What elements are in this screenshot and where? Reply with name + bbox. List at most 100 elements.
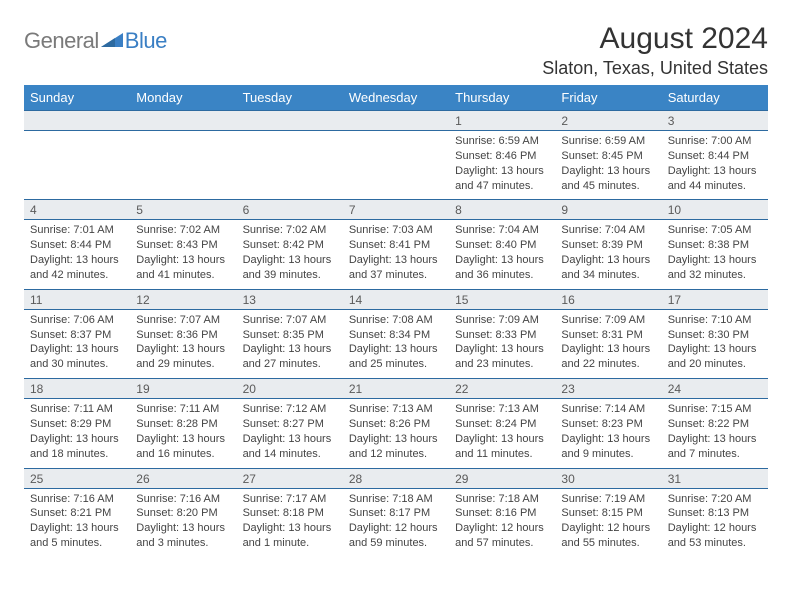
- sunset-text: Sunset: 8:42 PM: [243, 238, 337, 253]
- daylight-text: and 22 minutes.: [561, 357, 655, 372]
- sunset-text: Sunset: 8:15 PM: [561, 506, 655, 521]
- daylight-text: and 9 minutes.: [561, 447, 655, 462]
- sunrise-text: Sunrise: 7:04 AM: [561, 223, 655, 238]
- day-number: [24, 111, 130, 130]
- day-number: 25: [24, 469, 130, 488]
- day-number: 9: [555, 200, 661, 219]
- daylight-text: and 3 minutes.: [136, 536, 230, 551]
- day-cell: Sunrise: 7:07 AM Sunset: 8:35 PM Dayligh…: [237, 310, 343, 378]
- day-number: 7: [343, 200, 449, 219]
- daylight-text: and 23 minutes.: [455, 357, 549, 372]
- sunrise-text: Sunrise: 7:01 AM: [30, 223, 124, 238]
- daylight-text: Daylight: 13 hours: [455, 432, 549, 447]
- daylight-text: Daylight: 13 hours: [455, 253, 549, 268]
- sunset-text: Sunset: 8:16 PM: [455, 506, 549, 521]
- day-cell: Sunrise: 7:16 AM Sunset: 8:21 PM Dayligh…: [24, 489, 130, 557]
- daylight-text: and 41 minutes.: [136, 268, 230, 283]
- day-number: 5: [130, 200, 236, 219]
- day-cell: Sunrise: 7:05 AM Sunset: 8:38 PM Dayligh…: [662, 220, 768, 288]
- day-cell: Sunrise: 7:14 AM Sunset: 8:23 PM Dayligh…: [555, 399, 661, 467]
- day-cell: [343, 131, 449, 199]
- day-body-row: Sunrise: 6:59 AM Sunset: 8:46 PM Dayligh…: [24, 131, 768, 199]
- day-body-row: Sunrise: 7:11 AM Sunset: 8:29 PM Dayligh…: [24, 399, 768, 467]
- sunrise-text: Sunrise: 7:20 AM: [668, 492, 762, 507]
- day-number: 15: [449, 290, 555, 309]
- daylight-text: and 44 minutes.: [668, 179, 762, 194]
- calendar-grid: Sunday Monday Tuesday Wednesday Thursday…: [24, 85, 768, 557]
- daylight-text: and 57 minutes.: [455, 536, 549, 551]
- day-cell: [237, 131, 343, 199]
- sunset-text: Sunset: 8:20 PM: [136, 506, 230, 521]
- daylight-text: Daylight: 13 hours: [455, 342, 549, 357]
- day-number: 12: [130, 290, 236, 309]
- sunset-text: Sunset: 8:39 PM: [561, 238, 655, 253]
- page-header: General Blue August 2024 Slaton, Texas, …: [24, 22, 768, 79]
- day-number: 31: [662, 469, 768, 488]
- daylight-text: and 55 minutes.: [561, 536, 655, 551]
- day-cell: Sunrise: 7:18 AM Sunset: 8:17 PM Dayligh…: [343, 489, 449, 557]
- sunrise-text: Sunrise: 7:13 AM: [349, 402, 443, 417]
- daylight-text: Daylight: 13 hours: [561, 342, 655, 357]
- sunset-text: Sunset: 8:33 PM: [455, 328, 549, 343]
- sunrise-text: Sunrise: 7:06 AM: [30, 313, 124, 328]
- day-cell: Sunrise: 7:07 AM Sunset: 8:36 PM Dayligh…: [130, 310, 236, 378]
- day-number: 21: [343, 379, 449, 398]
- daylight-text: Daylight: 13 hours: [136, 521, 230, 536]
- daylight-text: Daylight: 13 hours: [30, 342, 124, 357]
- sunrise-text: Sunrise: 7:04 AM: [455, 223, 549, 238]
- daylight-text: Daylight: 13 hours: [136, 342, 230, 357]
- day-cell: Sunrise: 7:18 AM Sunset: 8:16 PM Dayligh…: [449, 489, 555, 557]
- day-cell: Sunrise: 7:10 AM Sunset: 8:30 PM Dayligh…: [662, 310, 768, 378]
- sunset-text: Sunset: 8:40 PM: [455, 238, 549, 253]
- day-number: [130, 111, 236, 130]
- location-label: Slaton, Texas, United States: [542, 58, 768, 79]
- day-number: 14: [343, 290, 449, 309]
- day-number: 28: [343, 469, 449, 488]
- sunset-text: Sunset: 8:37 PM: [30, 328, 124, 343]
- daylight-text: Daylight: 13 hours: [349, 342, 443, 357]
- daylight-text: Daylight: 13 hours: [30, 432, 124, 447]
- weekday-header: Monday: [130, 85, 236, 110]
- daylight-text: Daylight: 13 hours: [243, 253, 337, 268]
- sunset-text: Sunset: 8:24 PM: [455, 417, 549, 432]
- calendar-page: General Blue August 2024 Slaton, Texas, …: [0, 0, 792, 557]
- daylight-text: and 34 minutes.: [561, 268, 655, 283]
- day-number-row: 25 26 27 28 29 30 31: [24, 468, 768, 489]
- sunset-text: Sunset: 8:44 PM: [668, 149, 762, 164]
- daylight-text: Daylight: 12 hours: [668, 521, 762, 536]
- weekday-header: Sunday: [24, 85, 130, 110]
- daylight-text: Daylight: 13 hours: [136, 432, 230, 447]
- daylight-text: and 32 minutes.: [668, 268, 762, 283]
- sunset-text: Sunset: 8:43 PM: [136, 238, 230, 253]
- day-number: 22: [449, 379, 555, 398]
- day-cell: Sunrise: 6:59 AM Sunset: 8:46 PM Dayligh…: [449, 131, 555, 199]
- day-number: 10: [662, 200, 768, 219]
- sunset-text: Sunset: 8:28 PM: [136, 417, 230, 432]
- sunset-text: Sunset: 8:29 PM: [30, 417, 124, 432]
- daylight-text: and 20 minutes.: [668, 357, 762, 372]
- day-cell: Sunrise: 7:09 AM Sunset: 8:33 PM Dayligh…: [449, 310, 555, 378]
- day-cell: Sunrise: 7:08 AM Sunset: 8:34 PM Dayligh…: [343, 310, 449, 378]
- daylight-text: and 39 minutes.: [243, 268, 337, 283]
- day-cell: Sunrise: 7:02 AM Sunset: 8:43 PM Dayligh…: [130, 220, 236, 288]
- sunrise-text: Sunrise: 7:12 AM: [243, 402, 337, 417]
- daylight-text: Daylight: 12 hours: [455, 521, 549, 536]
- daylight-text: and 37 minutes.: [349, 268, 443, 283]
- day-number-row: 4 5 6 7 8 9 10: [24, 199, 768, 220]
- day-cell: Sunrise: 7:13 AM Sunset: 8:26 PM Dayligh…: [343, 399, 449, 467]
- day-number: 2: [555, 111, 661, 130]
- day-number: 26: [130, 469, 236, 488]
- day-number: 23: [555, 379, 661, 398]
- day-number-row: 1 2 3: [24, 110, 768, 131]
- weekday-header: Tuesday: [237, 85, 343, 110]
- sunset-text: Sunset: 8:46 PM: [455, 149, 549, 164]
- sunrise-text: Sunrise: 7:11 AM: [30, 402, 124, 417]
- daylight-text: and 30 minutes.: [30, 357, 124, 372]
- sunrise-text: Sunrise: 7:02 AM: [136, 223, 230, 238]
- day-cell: Sunrise: 6:59 AM Sunset: 8:45 PM Dayligh…: [555, 131, 661, 199]
- day-number-row: 18 19 20 21 22 23 24: [24, 378, 768, 399]
- daylight-text: and 47 minutes.: [455, 179, 549, 194]
- sunset-text: Sunset: 8:41 PM: [349, 238, 443, 253]
- day-number: 6: [237, 200, 343, 219]
- day-cell: Sunrise: 7:12 AM Sunset: 8:27 PM Dayligh…: [237, 399, 343, 467]
